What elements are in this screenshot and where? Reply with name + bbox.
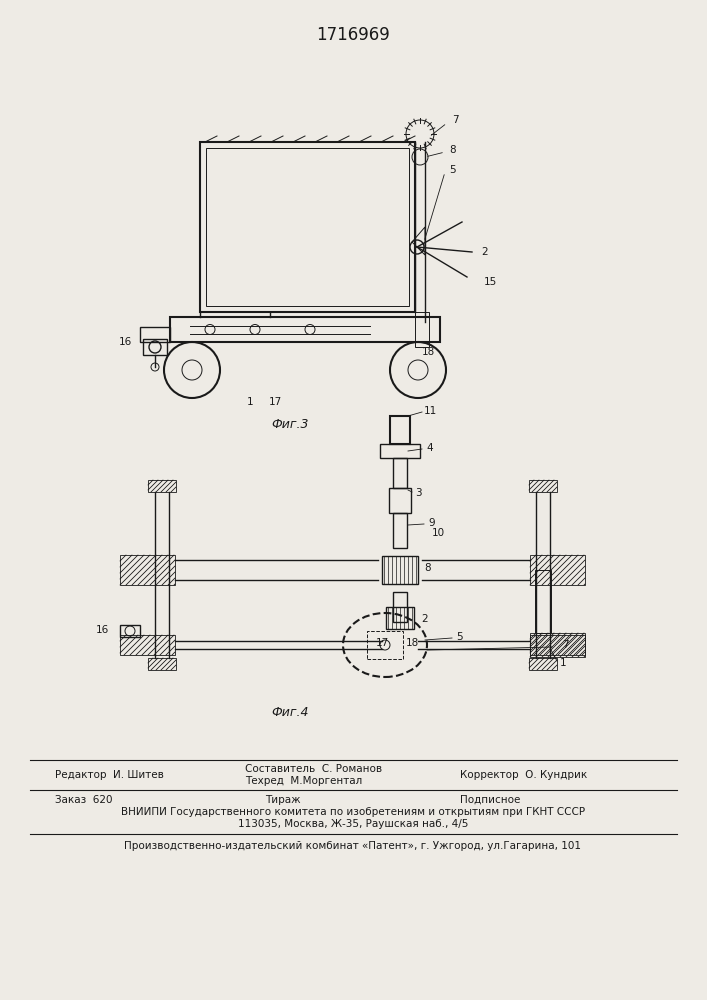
Bar: [120, 555, 175, 585]
Text: ВНИИПИ Государственного комитета по изобретениям и открытиям при ГКНТ СССР: ВНИИПИ Государственного комитета по изоб…: [121, 807, 585, 817]
Text: Производственно-издательский комбинат «Патент», г. Ужгород, ул.Гагарина, 101: Производственно-издательский комбинат «П…: [124, 841, 581, 851]
Text: Редактор  И. Шитев: Редактор И. Шитев: [55, 770, 164, 780]
Text: 11: 11: [423, 406, 437, 416]
Bar: [143, 339, 167, 355]
Bar: [120, 625, 140, 637]
Bar: [393, 458, 407, 488]
Bar: [390, 416, 410, 444]
Bar: [206, 148, 409, 306]
Text: 17: 17: [375, 638, 389, 648]
Text: 5: 5: [450, 165, 456, 175]
Bar: [382, 556, 418, 584]
Bar: [380, 444, 420, 458]
Bar: [393, 592, 407, 622]
Bar: [530, 555, 585, 585]
Bar: [148, 480, 176, 492]
Text: 9: 9: [428, 518, 436, 528]
Text: 8: 8: [450, 145, 456, 155]
Bar: [393, 513, 407, 548]
Bar: [120, 635, 175, 655]
Bar: [148, 658, 176, 670]
Bar: [367, 631, 403, 659]
Bar: [415, 312, 429, 347]
Text: Составитель  С. Романов: Составитель С. Романов: [245, 764, 382, 774]
Text: 5: 5: [457, 632, 463, 642]
Bar: [530, 633, 585, 657]
Text: Заказ  620: Заказ 620: [55, 795, 112, 805]
Text: Фиг.4: Фиг.4: [271, 706, 309, 718]
Bar: [535, 570, 551, 633]
Text: Фиг.3: Фиг.3: [271, 418, 309, 432]
Text: 113035, Москва, Ж-35, Раушская наб., 4/5: 113035, Москва, Ж-35, Раушская наб., 4/5: [238, 819, 468, 829]
Bar: [529, 480, 557, 492]
Text: 1716969: 1716969: [316, 26, 390, 44]
Text: Подписное: Подписное: [460, 795, 520, 805]
Bar: [170, 317, 440, 342]
Text: 1: 1: [560, 658, 566, 668]
Text: 2: 2: [481, 247, 489, 257]
Text: 7: 7: [452, 115, 458, 125]
Bar: [389, 488, 411, 513]
Text: 10: 10: [431, 528, 445, 538]
Text: Корректор  О. Кундрик: Корректор О. Кундрик: [460, 770, 588, 780]
Bar: [529, 658, 557, 670]
Text: 18: 18: [421, 347, 435, 357]
Text: 17: 17: [269, 397, 281, 407]
Text: 8: 8: [425, 563, 431, 573]
Text: 16: 16: [95, 625, 109, 635]
Bar: [140, 327, 170, 342]
Text: 1: 1: [247, 397, 253, 407]
Text: 18: 18: [405, 638, 419, 648]
Text: Техред  М.Моргентал: Техред М.Моргентал: [245, 776, 362, 786]
Bar: [386, 607, 414, 629]
Text: 15: 15: [484, 277, 496, 287]
Text: 3: 3: [415, 488, 421, 498]
Text: 2: 2: [421, 614, 428, 624]
Text: 7: 7: [561, 640, 568, 650]
Text: 16: 16: [118, 337, 132, 347]
Bar: [200, 142, 415, 312]
Text: Тираж: Тираж: [265, 795, 300, 805]
Text: 4: 4: [427, 443, 433, 453]
Bar: [530, 635, 585, 655]
